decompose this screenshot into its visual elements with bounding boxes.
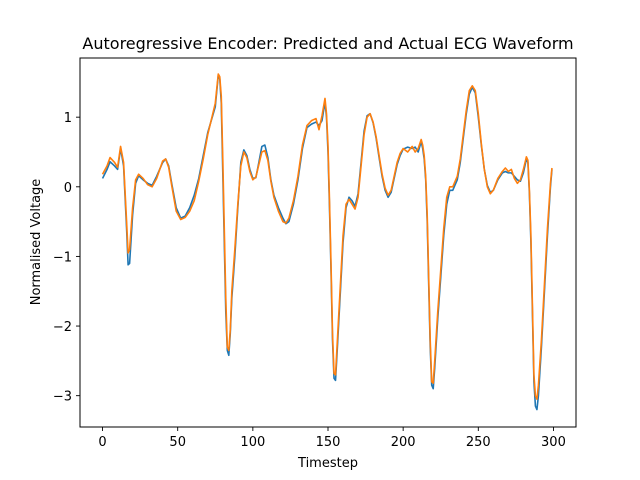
chart-title: Autoregressive Encoder: Predicted and Ac… xyxy=(82,34,573,53)
y-tick-label: −1 xyxy=(53,250,72,265)
y-tick-label: 0 xyxy=(64,181,72,196)
y-tick-label: −3 xyxy=(53,390,72,405)
x-axis-label: Timestep xyxy=(297,456,358,471)
x-axis: 0 50 100 150 200 250 300 xyxy=(98,427,566,450)
x-tick-label: 150 xyxy=(316,435,341,450)
x-tick-label: 250 xyxy=(466,435,491,450)
y-axis: −3 −2 −1 0 1 xyxy=(53,111,80,405)
y-tick-label: −2 xyxy=(53,320,72,335)
x-tick-label: 200 xyxy=(391,435,416,450)
x-tick-label: 100 xyxy=(240,435,265,450)
x-tick-label: 0 xyxy=(98,435,106,450)
series-layer xyxy=(101,73,553,411)
x-tick-label: 300 xyxy=(541,435,566,450)
y-tick-label: 1 xyxy=(64,111,72,126)
series-line-2 xyxy=(101,73,553,400)
x-tick-label: 50 xyxy=(169,435,186,450)
y-axis-label: Normalised Voltage xyxy=(29,179,44,306)
